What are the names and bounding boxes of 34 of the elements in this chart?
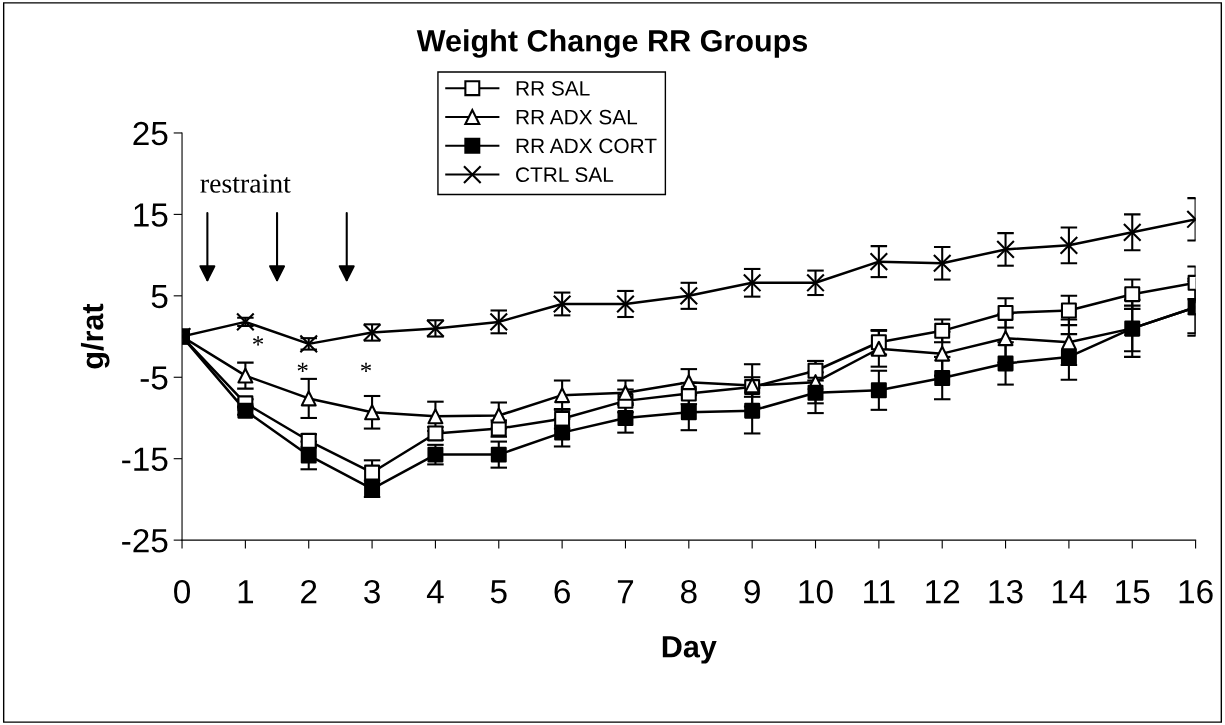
x-tick-label: 10 — [799, 579, 833, 604]
x-tick-label: 16 — [1179, 579, 1213, 604]
x-tick-label: 15 — [1116, 580, 1150, 604]
y-axis-title: g/rat — [80, 303, 110, 369]
x-tick-label: 8 — [681, 579, 697, 604]
y-tick-label: -15 — [122, 447, 168, 472]
x-tick-label: 13 — [989, 579, 1023, 604]
legend-label: RR ADX CORT — [516, 138, 657, 154]
x-tick-label: 5 — [490, 580, 507, 604]
y-tick-label: 5 — [151, 284, 168, 309]
x-axis-title: Day — [662, 636, 717, 664]
x-tick-label: 9 — [744, 579, 760, 604]
annotation: * — [297, 362, 308, 372]
legend-label: CTRL SAL — [516, 167, 614, 183]
x-tick-label: 2 — [301, 579, 317, 604]
chart-title: Weight Change RR Groups — [416, 29, 808, 58]
legend-label: RR ADX SAL — [516, 109, 638, 125]
x-tick-label: 6 — [554, 579, 570, 604]
annotation: restraint — [200, 174, 291, 193]
annotation: * — [253, 336, 264, 346]
y-tick-label: 15 — [134, 203, 168, 227]
x-tick-label: 4 — [426, 580, 444, 604]
x-tick-label: 14 — [1052, 580, 1087, 604]
y-tick-label: -5 — [140, 366, 168, 390]
x-tick-label: 0 — [174, 579, 190, 604]
x-tick-label: 3 — [364, 579, 380, 604]
x-tick-label: 1 — [238, 580, 254, 604]
x-tick-label: 11 — [864, 580, 895, 604]
y-tick-label: 25 — [133, 121, 168, 146]
x-tick-label: 12 — [926, 579, 960, 604]
x-tick-label: 7 — [617, 580, 634, 604]
annotation: * — [360, 362, 372, 372]
legend-label: RR SAL — [516, 80, 590, 96]
y-tick-label: -25 — [122, 528, 168, 553]
